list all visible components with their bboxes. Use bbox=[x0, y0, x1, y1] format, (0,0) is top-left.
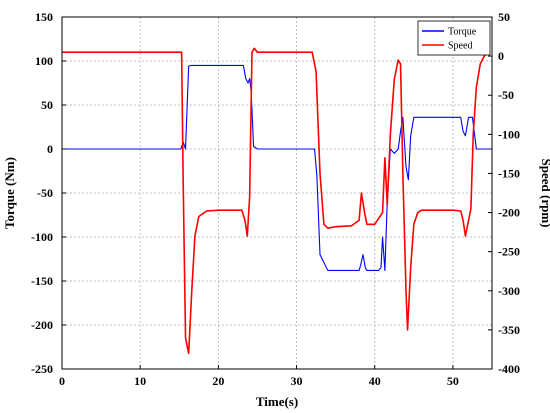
y-left-tick-label: 50 bbox=[41, 98, 53, 112]
y-right-tick-label: 50 bbox=[498, 10, 510, 24]
y-left-tick-label: 0 bbox=[47, 142, 53, 156]
y-right-tick-label: -300 bbox=[498, 284, 520, 298]
y-left-tick-label: -200 bbox=[31, 318, 53, 332]
series-layer bbox=[62, 47, 492, 355]
plot-area bbox=[61, 16, 493, 370]
y-right-tick-label: -400 bbox=[498, 362, 520, 376]
y-left-tick-label: -150 bbox=[31, 274, 53, 288]
y-right-tick-label: 0 bbox=[498, 49, 504, 63]
y-right-tick-label: -150 bbox=[498, 166, 520, 180]
legend-box bbox=[417, 20, 491, 56]
x-tick-label: 20 bbox=[212, 374, 224, 388]
y-right-tick-label: -250 bbox=[498, 245, 520, 259]
y-axis-right-title: Speed (rpm) bbox=[539, 159, 550, 228]
y-left-tick-label: -100 bbox=[31, 230, 53, 244]
y-axis-left-title: Torque (Nm) bbox=[2, 157, 17, 229]
legend-label-speed: Speed bbox=[448, 41, 472, 52]
x-tick-label: 30 bbox=[291, 374, 303, 388]
series-line-torque bbox=[62, 64, 492, 271]
grid-lines bbox=[62, 17, 492, 369]
y-left-tick-label: -250 bbox=[31, 362, 53, 376]
series-line-speed bbox=[62, 47, 489, 355]
x-axis-title: Time(s) bbox=[256, 394, 298, 409]
legend: Torque Speed bbox=[417, 20, 491, 56]
x-tick-label: 10 bbox=[134, 374, 146, 388]
x-tick-label: 40 bbox=[369, 374, 381, 388]
y-right-tick-label: -100 bbox=[498, 127, 520, 141]
y-right-tick-label: -50 bbox=[498, 88, 514, 102]
y-left-tick-label: -50 bbox=[37, 186, 53, 200]
y-left-tick-label: 100 bbox=[35, 54, 53, 68]
y-right-tick-label: -200 bbox=[498, 206, 520, 220]
y-right-tick-label: -350 bbox=[498, 323, 520, 337]
ticks-layer: 0 10 20 30 40 50 -250 -200 -150 -100 -50 0 50 100 150 -… bbox=[31, 10, 520, 388]
x-tick-label: 50 bbox=[447, 374, 459, 388]
legend-label-torque: Torque bbox=[448, 27, 477, 38]
x-tick-label: 0 bbox=[59, 374, 65, 388]
y-left-tick-label: 150 bbox=[35, 10, 53, 24]
